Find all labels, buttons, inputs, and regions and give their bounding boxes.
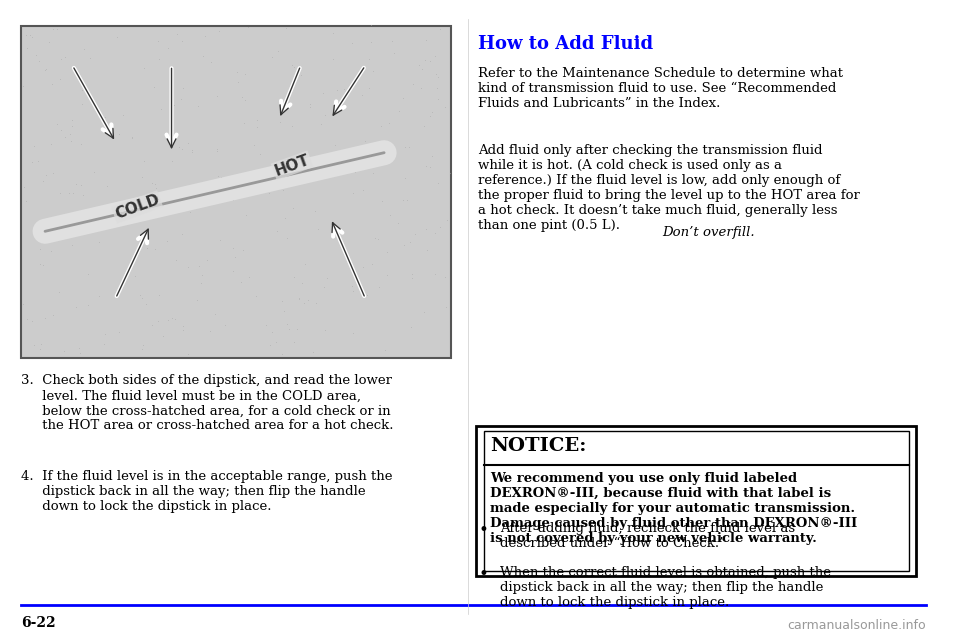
Text: •: •	[479, 522, 489, 539]
FancyBboxPatch shape	[21, 26, 451, 358]
Text: •: •	[479, 566, 489, 584]
FancyBboxPatch shape	[476, 426, 916, 576]
Text: After adding fluid, recheck the fluid level as
described under “How to Check.”: After adding fluid, recheck the fluid le…	[500, 522, 795, 550]
Text: Refer to the Maintenance Schedule to determine what
kind of transmission fluid t: Refer to the Maintenance Schedule to det…	[478, 67, 843, 110]
Text: Don’t overfill.: Don’t overfill.	[662, 226, 756, 239]
Text: NOTICE:: NOTICE:	[491, 437, 587, 455]
Text: carmanualsonline.info: carmanualsonline.info	[787, 620, 925, 632]
FancyBboxPatch shape	[484, 431, 908, 571]
Text: 4.  If the fluid level is in the acceptable range, push the
     dipstick back i: 4. If the fluid level is in the acceptab…	[21, 470, 393, 513]
Text: HOT: HOT	[273, 152, 312, 179]
Text: COLD: COLD	[112, 192, 161, 222]
Text: 3.  Check both sides of the dipstick, and read the lower
     level. The fluid l: 3. Check both sides of the dipstick, and…	[21, 374, 394, 433]
Text: 6-22: 6-22	[21, 616, 56, 630]
Text: How to Add Fluid: How to Add Fluid	[478, 35, 653, 53]
Text: We recommend you use only fluid labeled
DEXRON®-III, because fluid with that lab: We recommend you use only fluid labeled …	[491, 472, 857, 545]
Text: When the correct fluid level is obtained, push the
dipstick back in all the way;: When the correct fluid level is obtained…	[500, 566, 830, 609]
Text: Add fluid only after checking the transmission fluid
while it is hot. (A cold ch: Add fluid only after checking the transm…	[478, 144, 860, 232]
